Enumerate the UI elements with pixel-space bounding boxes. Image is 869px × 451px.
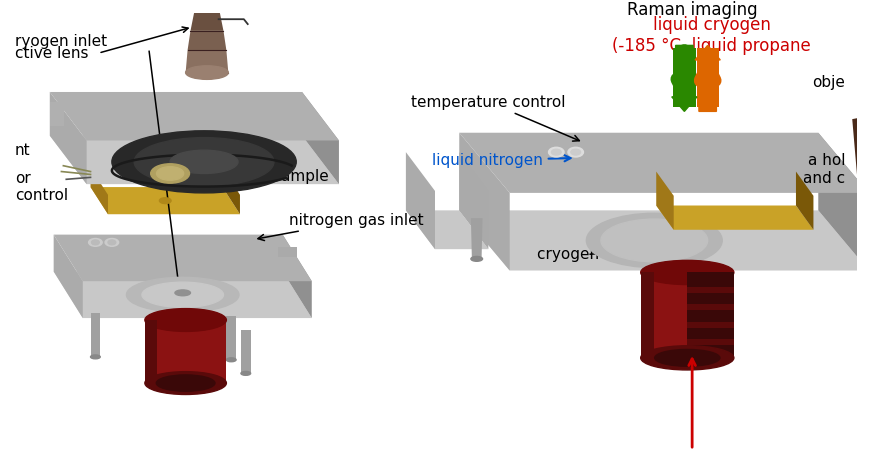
Text: liquid nitrogen: liquid nitrogen: [432, 153, 570, 168]
Text: liquid cryogen
(-185 °C, liquid propane: liquid cryogen (-185 °C, liquid propane: [612, 16, 810, 55]
Text: temperature control: temperature control: [411, 95, 579, 141]
Ellipse shape: [90, 355, 100, 359]
Text: obje: obje: [812, 75, 845, 90]
Polygon shape: [188, 31, 226, 50]
Ellipse shape: [470, 257, 482, 261]
Ellipse shape: [586, 213, 721, 267]
Polygon shape: [459, 133, 509, 271]
Ellipse shape: [126, 277, 239, 312]
Polygon shape: [190, 11, 223, 31]
FancyArrow shape: [671, 46, 696, 111]
Ellipse shape: [640, 260, 733, 285]
Text: sample: sample: [200, 166, 328, 184]
Ellipse shape: [640, 346, 733, 370]
Ellipse shape: [91, 240, 99, 245]
Polygon shape: [861, 117, 869, 253]
Polygon shape: [655, 206, 813, 230]
Ellipse shape: [170, 150, 238, 174]
Ellipse shape: [226, 358, 235, 362]
Ellipse shape: [112, 131, 296, 193]
Ellipse shape: [185, 66, 228, 79]
Polygon shape: [818, 133, 868, 271]
Text: nt: nt: [15, 143, 30, 158]
Polygon shape: [222, 168, 240, 214]
Polygon shape: [90, 168, 108, 214]
Polygon shape: [687, 340, 733, 345]
Text: cryogen inlet: cryogen inlet: [536, 247, 637, 262]
Polygon shape: [459, 152, 488, 249]
Polygon shape: [194, 0, 219, 11]
Ellipse shape: [175, 290, 190, 296]
Ellipse shape: [241, 372, 250, 375]
Polygon shape: [277, 247, 297, 257]
Polygon shape: [154, 328, 163, 372]
Polygon shape: [795, 171, 813, 230]
Polygon shape: [696, 48, 719, 106]
Polygon shape: [90, 313, 100, 357]
FancyArrow shape: [694, 46, 720, 111]
Ellipse shape: [156, 167, 183, 180]
Text: a hol
and c: a hol and c: [802, 153, 845, 186]
Ellipse shape: [154, 369, 163, 373]
Polygon shape: [640, 272, 653, 358]
Polygon shape: [241, 330, 250, 373]
Polygon shape: [687, 322, 733, 328]
Polygon shape: [50, 101, 64, 126]
Text: nitrogen gas inlet: nitrogen gas inlet: [258, 213, 423, 240]
Text: Raman imaging: Raman imaging: [626, 1, 757, 19]
Polygon shape: [54, 272, 311, 318]
Polygon shape: [145, 320, 156, 383]
Polygon shape: [54, 235, 83, 318]
Ellipse shape: [145, 372, 226, 395]
Ellipse shape: [108, 240, 116, 245]
Polygon shape: [459, 133, 868, 193]
Polygon shape: [459, 210, 868, 271]
Ellipse shape: [547, 147, 563, 157]
Ellipse shape: [570, 149, 580, 155]
Polygon shape: [640, 272, 733, 358]
Polygon shape: [145, 320, 226, 383]
Polygon shape: [54, 235, 311, 281]
Polygon shape: [406, 152, 434, 249]
Text: or
control: or control: [15, 171, 68, 203]
Polygon shape: [50, 136, 339, 184]
Polygon shape: [282, 235, 311, 318]
Ellipse shape: [567, 147, 583, 157]
Ellipse shape: [105, 239, 118, 246]
Ellipse shape: [159, 198, 171, 203]
Text: ryogen inlet: ryogen inlet: [15, 34, 107, 49]
Ellipse shape: [156, 375, 215, 391]
Polygon shape: [185, 50, 228, 73]
Ellipse shape: [142, 282, 223, 308]
Ellipse shape: [134, 138, 274, 186]
Text: ctive lens: ctive lens: [15, 46, 89, 61]
Polygon shape: [470, 218, 482, 259]
Ellipse shape: [89, 239, 102, 246]
Polygon shape: [687, 272, 733, 358]
Polygon shape: [90, 187, 240, 214]
Ellipse shape: [654, 350, 719, 366]
Polygon shape: [852, 117, 869, 255]
Ellipse shape: [145, 308, 226, 331]
Polygon shape: [226, 316, 235, 360]
Polygon shape: [687, 304, 733, 310]
Polygon shape: [406, 210, 488, 249]
Polygon shape: [655, 171, 673, 230]
Polygon shape: [687, 287, 733, 293]
Polygon shape: [672, 48, 695, 106]
Polygon shape: [302, 92, 339, 184]
Ellipse shape: [150, 164, 189, 183]
Polygon shape: [868, 210, 869, 271]
Ellipse shape: [600, 219, 706, 262]
Polygon shape: [50, 92, 339, 141]
Ellipse shape: [551, 149, 561, 155]
Polygon shape: [50, 92, 87, 184]
Polygon shape: [868, 152, 869, 210]
